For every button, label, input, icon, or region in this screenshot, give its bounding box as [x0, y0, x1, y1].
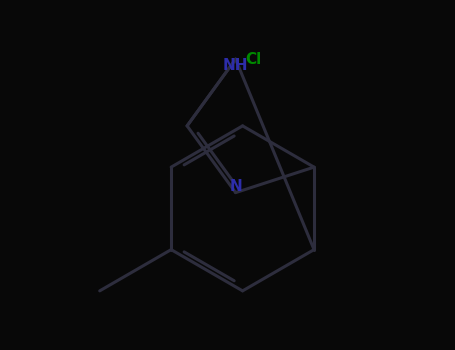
Text: Cl: Cl	[246, 52, 262, 66]
Text: N: N	[229, 178, 242, 194]
Text: NH: NH	[223, 58, 248, 73]
